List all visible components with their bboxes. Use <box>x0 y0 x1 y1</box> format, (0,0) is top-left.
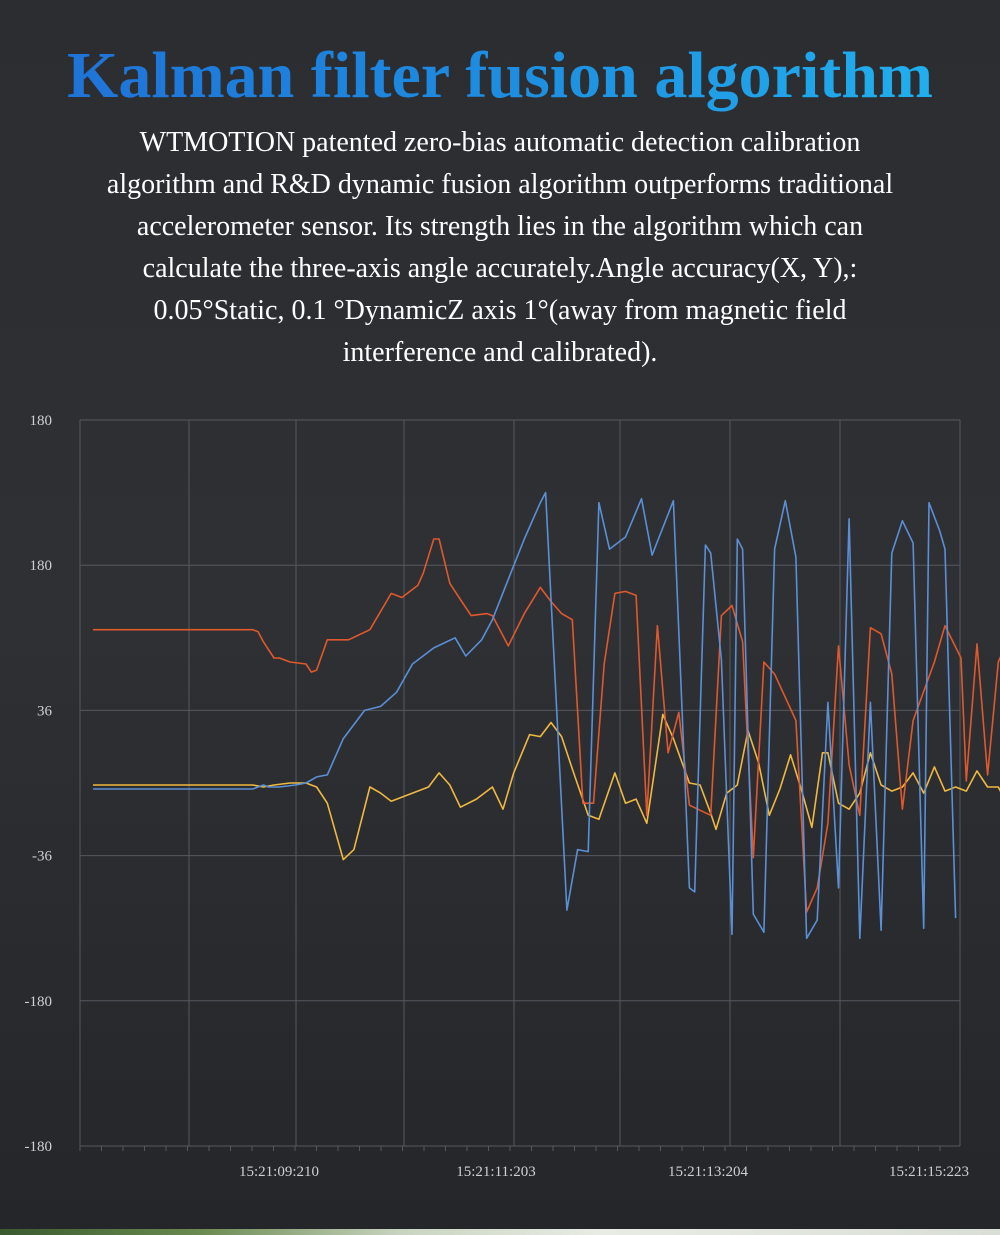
series-line-orange <box>93 538 1000 913</box>
angle-line-chart: 180 180 36 -36 -180 -180 15:21:09:210 15:21:11:… <box>25 413 1000 1180</box>
series-group <box>93 491 1000 940</box>
description-line: accelerometer sensor. Its strength lies … <box>136 211 864 242</box>
x-tick-label: 15:21:09:210 <box>239 1164 319 1180</box>
y-tick-label: 180 <box>30 558 53 574</box>
y-tick-label: -36 <box>32 849 52 865</box>
description: WTMOTION patented zero-bias automatic de… <box>30 122 970 374</box>
x-tick-label: 15:21:13:204 <box>668 1164 749 1180</box>
description-line: 0.05°Static, 0.1 °DynamicZ axis 1°(away … <box>153 295 847 326</box>
x-tick-label: 15:21:15:223 <box>889 1164 969 1180</box>
page-title: Kalman filter fusion algorithm <box>0 34 1000 118</box>
series-line-yellow <box>93 713 1000 861</box>
y-tick-label: 36 <box>37 703 53 719</box>
bottom-decor-strip <box>0 1229 1000 1235</box>
description-line: interference and calibrated). <box>342 337 658 368</box>
y-tick-label: -180 <box>25 1139 53 1155</box>
description-line: WTMOTION patented zero-bias automatic de… <box>139 127 861 158</box>
tick-labels: 180 180 36 -36 -180 -180 15:21:09:210 15:21:11:… <box>25 413 970 1180</box>
y-tick-label: -180 <box>25 994 53 1010</box>
description-line: calculate the three-axis angle accuratel… <box>142 253 858 284</box>
description-line: algorithm and R&D dynamic fusion algorit… <box>106 169 894 200</box>
x-tick-label: 15:21:11:203 <box>456 1164 535 1180</box>
series-line-blue <box>93 491 957 940</box>
y-tick-label: 180 <box>30 413 53 429</box>
